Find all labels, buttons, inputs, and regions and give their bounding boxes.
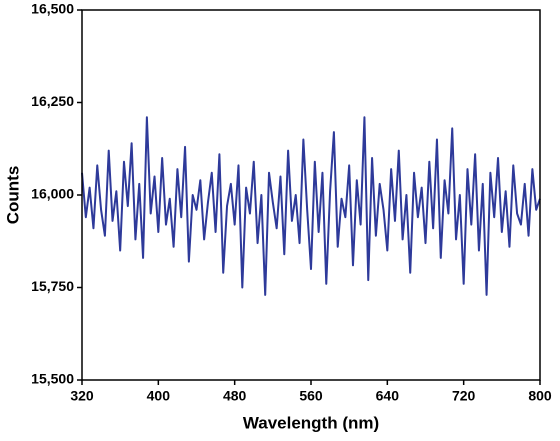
y-tick-label: 16,500 [31,1,74,17]
y-tick-label: 15,750 [31,278,74,294]
x-axis-label: Wavelength (nm) [243,413,379,432]
y-tick-label: 16,000 [31,186,74,202]
y-tick-label: 16,250 [31,93,74,109]
x-tick-label: 320 [70,388,94,404]
plot-frame [81,9,541,381]
x-tick-label: 480 [223,388,247,404]
x-tick-label: 640 [376,388,400,404]
x-tick-label: 560 [299,388,323,404]
y-tick-label: 15,500 [31,371,74,387]
y-axis-label: Counts [3,166,22,225]
x-tick-label: 720 [452,388,476,404]
x-tick-label: 400 [147,388,171,404]
data-line [81,116,541,296]
x-tick-label: 800 [528,388,552,404]
